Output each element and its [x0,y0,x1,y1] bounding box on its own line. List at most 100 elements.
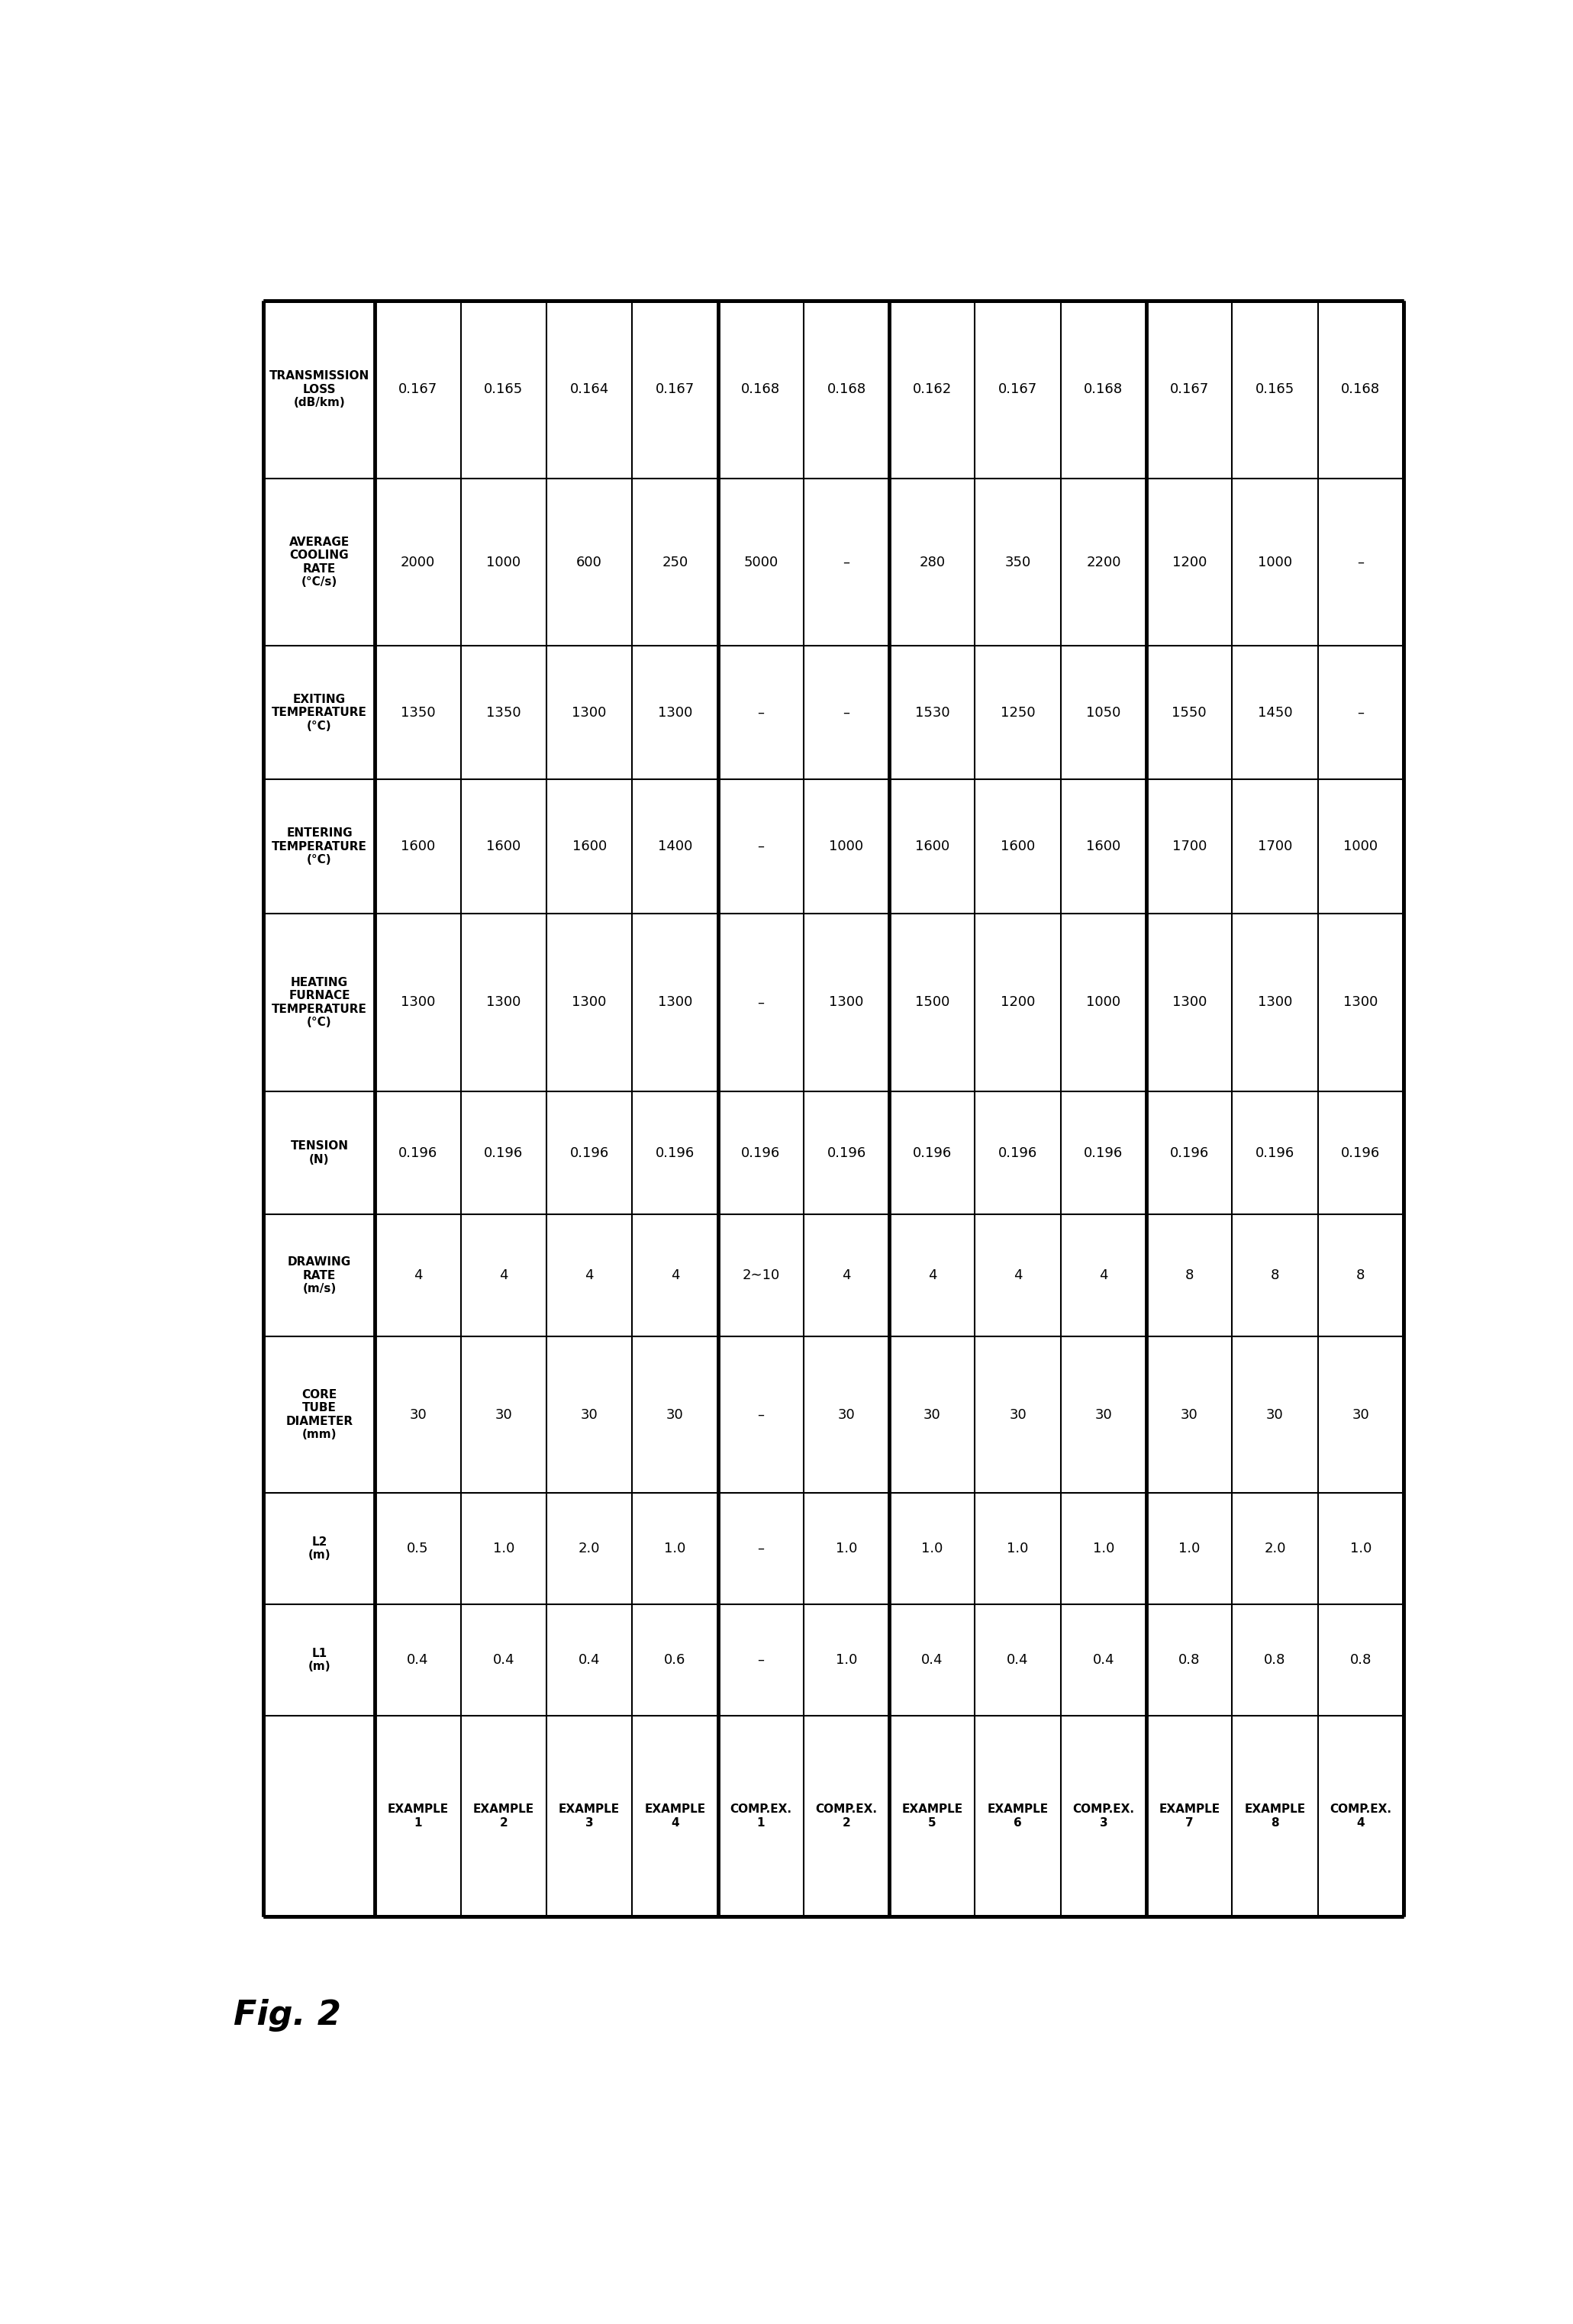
Text: 30: 30 [580,1408,598,1422]
Text: 0.196: 0.196 [741,1146,780,1160]
Text: –: – [757,1541,764,1555]
Text: 2000: 2000 [401,555,436,569]
Text: EXAMPLE
5: EXAMPLE 5 [901,1803,963,1829]
Text: 1300: 1300 [573,706,607,720]
Text: TENSION
(N): TENSION (N) [291,1141,348,1164]
Text: 30: 30 [1095,1408,1112,1422]
Text: 1.0: 1.0 [835,1541,857,1555]
Text: 1550: 1550 [1172,706,1206,720]
Text: COMP.EX.
4: COMP.EX. 4 [1329,1803,1392,1829]
Text: EXAMPLE
1: EXAMPLE 1 [387,1803,448,1829]
Text: 1000: 1000 [1343,839,1378,853]
Text: EXITING
TEMPERATURE
(°C): EXITING TEMPERATURE (°C) [272,693,367,732]
Text: 0.196: 0.196 [999,1146,1038,1160]
Text: 1000: 1000 [1087,995,1122,1009]
Text: 0.196: 0.196 [1170,1146,1208,1160]
Text: –: – [843,706,849,720]
Text: 1700: 1700 [1258,839,1293,853]
Text: 0.4: 0.4 [492,1652,514,1666]
Text: 0.4: 0.4 [579,1652,601,1666]
Text: 8: 8 [1271,1269,1279,1283]
Text: 1600: 1600 [1087,839,1122,853]
Text: 2∼10: 2∼10 [742,1269,780,1283]
Text: 1300: 1300 [658,995,692,1009]
Text: 4: 4 [1013,1269,1022,1283]
Text: EXAMPLE
2: EXAMPLE 2 [473,1803,535,1829]
Text: EXAMPLE
6: EXAMPLE 6 [988,1803,1049,1829]
Text: 0.196: 0.196 [1255,1146,1295,1160]
Text: 1000: 1000 [486,555,521,569]
Text: 0.4: 0.4 [1007,1652,1029,1666]
Text: 1500: 1500 [915,995,950,1009]
Text: 1000: 1000 [829,839,864,853]
Text: 1.0: 1.0 [1350,1541,1372,1555]
Text: 1.0: 1.0 [1178,1541,1200,1555]
Text: 30: 30 [923,1408,941,1422]
Text: 30: 30 [1351,1408,1370,1422]
Text: –: – [1357,706,1364,720]
Text: EXAMPLE
8: EXAMPLE 8 [1244,1803,1306,1829]
Text: 2.0: 2.0 [579,1541,601,1555]
Text: ENTERING
TEMPERATURE
(°C): ENTERING TEMPERATURE (°C) [272,827,367,865]
Text: 5000: 5000 [744,555,779,569]
Text: 1.0: 1.0 [1093,1541,1114,1555]
Text: 0.196: 0.196 [827,1146,867,1160]
Text: TRANSMISSION
LOSS
(dB/km): TRANSMISSION LOSS (dB/km) [269,370,370,409]
Text: 0.196: 0.196 [484,1146,524,1160]
Text: 0.165: 0.165 [484,383,524,397]
Text: 1400: 1400 [658,839,692,853]
Text: 0.162: 0.162 [912,383,952,397]
Text: 30: 30 [1181,1408,1199,1422]
Text: COMP.EX.
1: COMP.EX. 1 [730,1803,791,1829]
Text: 1.0: 1.0 [922,1541,942,1555]
Text: 30: 30 [838,1408,856,1422]
Text: 0.196: 0.196 [656,1146,695,1160]
Text: 1300: 1300 [1343,995,1378,1009]
Text: 4: 4 [414,1269,422,1283]
Text: 4: 4 [499,1269,508,1283]
Text: 0.164: 0.164 [569,383,609,397]
Text: 1300: 1300 [401,995,436,1009]
Text: 0.167: 0.167 [398,383,437,397]
Text: 4: 4 [670,1269,680,1283]
Text: Fig. 2: Fig. 2 [233,1999,341,2031]
Text: 0.5: 0.5 [407,1541,429,1555]
Text: 8: 8 [1356,1269,1365,1283]
Text: 2.0: 2.0 [1265,1541,1285,1555]
Text: 1.0: 1.0 [492,1541,514,1555]
Text: 4: 4 [585,1269,593,1283]
Text: 0.165: 0.165 [1255,383,1295,397]
Text: 4: 4 [928,1269,936,1283]
Text: 0.196: 0.196 [398,1146,437,1160]
Text: HEATING
FURNACE
TEMPERATURE
(°C): HEATING FURNACE TEMPERATURE (°C) [272,976,367,1027]
Text: 280: 280 [919,555,945,569]
Text: –: – [757,1408,764,1422]
Text: 0.167: 0.167 [1170,383,1208,397]
Text: 1300: 1300 [486,995,521,1009]
Text: 0.6: 0.6 [664,1652,686,1666]
Text: 1200: 1200 [1172,555,1206,569]
Text: L2
(m): L2 (m) [308,1536,330,1562]
Text: 1350: 1350 [486,706,521,720]
Text: 30: 30 [1010,1408,1027,1422]
Text: –: – [843,555,849,569]
Text: 0.8: 0.8 [1265,1652,1285,1666]
Text: 0.196: 0.196 [912,1146,952,1160]
Text: 0.4: 0.4 [407,1652,429,1666]
Text: 1450: 1450 [1257,706,1293,720]
Text: 0.8: 0.8 [1178,1652,1200,1666]
Text: 1250: 1250 [1000,706,1035,720]
Text: 350: 350 [1005,555,1030,569]
Text: –: – [757,1652,764,1666]
Text: 1000: 1000 [1258,555,1291,569]
Text: 1200: 1200 [1000,995,1035,1009]
Text: DRAWING
RATE
(m/s): DRAWING RATE (m/s) [288,1257,351,1294]
Text: 0.196: 0.196 [569,1146,609,1160]
Text: 1050: 1050 [1087,706,1122,720]
Text: 0.8: 0.8 [1350,1652,1372,1666]
Text: 0.4: 0.4 [922,1652,944,1666]
Text: 1300: 1300 [1172,995,1206,1009]
Text: AVERAGE
COOLING
RATE
(°C/s): AVERAGE COOLING RATE (°C/s) [289,537,349,588]
Text: 1600: 1600 [915,839,950,853]
Text: 1600: 1600 [573,839,607,853]
